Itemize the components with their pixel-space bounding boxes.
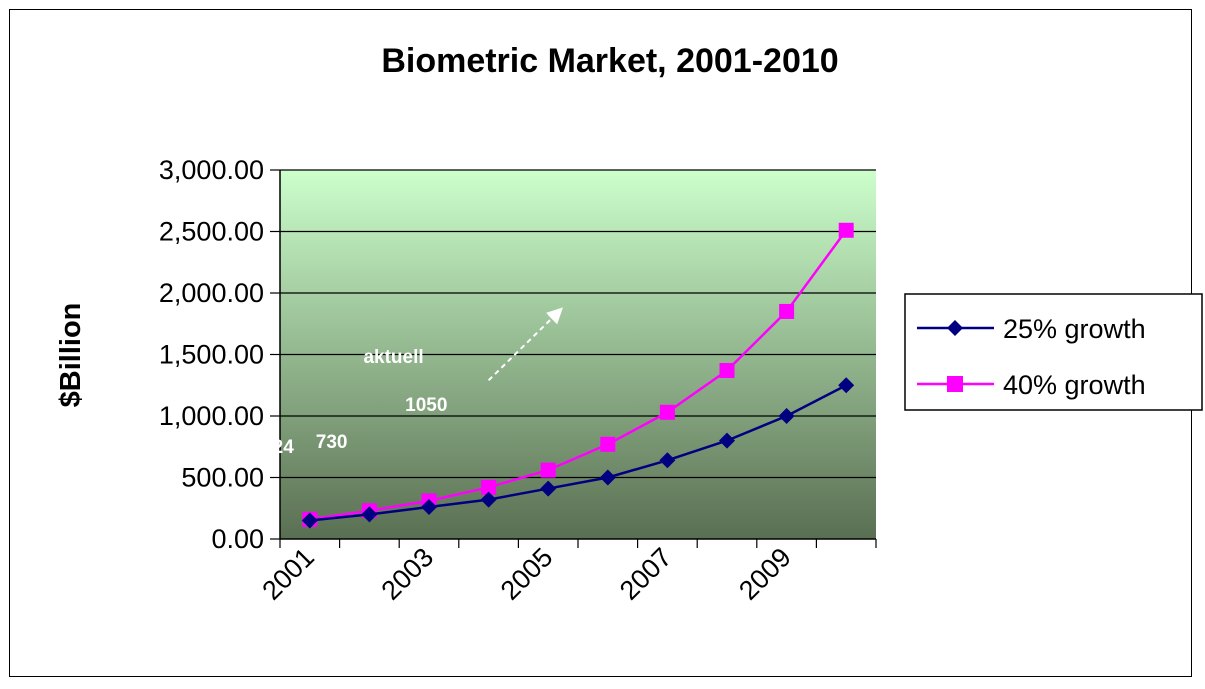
data-point-diamond	[659, 452, 676, 469]
annotation-arrow	[487, 307, 563, 382]
data-point-diamond	[480, 491, 497, 508]
y-tick-label: 2,000.00	[159, 278, 264, 308]
y-tick-label: 2,500.00	[159, 217, 264, 247]
data-point-diamond	[778, 408, 795, 424]
series-line-25-growth	[309, 384, 847, 522]
legend-marker-diamond	[947, 320, 963, 336]
legend-entry-40: 40% growth	[1003, 370, 1146, 400]
legend-entry-25: 25% growth	[1003, 314, 1146, 344]
data-point-diamond	[301, 512, 318, 529]
y-tick-label: 500.00	[181, 463, 264, 493]
axes	[270, 169, 877, 548]
data-point-square	[600, 436, 616, 452]
data-point-square	[838, 222, 854, 238]
y-axis-label: $Billion	[55, 303, 87, 408]
data-point-square	[481, 479, 497, 495]
annotation-label: 1050	[405, 395, 447, 416]
x-tick-label: 2005	[495, 542, 559, 606]
y-tick-label: 0.00	[211, 524, 264, 554]
y-tick-label: 1,000.00	[159, 401, 264, 431]
data-point-diamond	[540, 480, 557, 497]
annotations: aktuell 1050 524 730	[262, 307, 563, 458]
x-tick-label: 2001	[256, 542, 320, 606]
annotation-label: 524	[262, 437, 294, 458]
data-point-diamond	[361, 506, 378, 523]
series-group	[301, 222, 855, 529]
gridlines	[280, 169, 876, 479]
data-point-diamond	[838, 377, 855, 394]
y-tick-label: 1,500.00	[159, 340, 264, 370]
data-point-square	[659, 404, 675, 420]
data-point-diamond	[421, 499, 437, 516]
data-point-diamond	[719, 432, 735, 449]
annotation-label: aktuell	[363, 347, 423, 368]
x-tick-label: 2003	[376, 542, 440, 606]
data-point-square	[779, 303, 795, 319]
chart-title: Biometric Market, 2001-2010	[381, 42, 838, 80]
legend: 25% growth 40% growth	[904, 293, 1203, 411]
annotation-label: 730	[316, 432, 348, 453]
data-point-diamond	[599, 469, 616, 486]
data-point-square	[719, 362, 735, 378]
y-tick-label: 3,000.00	[159, 155, 264, 185]
x-tick-label: 2009	[733, 542, 797, 606]
legend-marker-square	[947, 376, 963, 392]
data-point-square	[540, 462, 556, 478]
x-tick-label: 2007	[614, 542, 678, 606]
series-line-40-growth	[309, 229, 848, 521]
